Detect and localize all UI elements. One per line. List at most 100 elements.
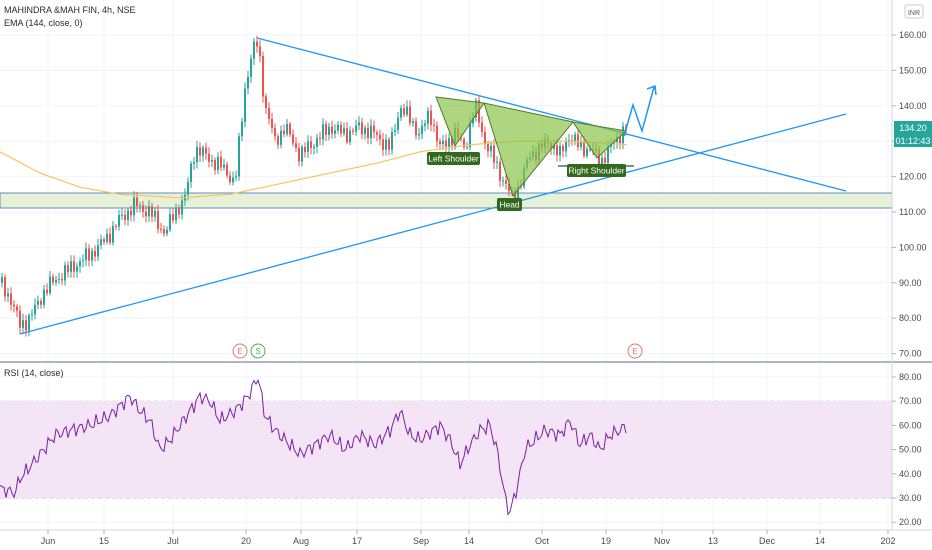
candle-body [295,143,297,148]
candle-body [160,228,162,230]
candle-body [589,148,591,150]
time-tick-label: Dec [759,536,776,546]
head-label: Head [499,200,520,210]
candle-body [28,315,30,331]
candle-body [34,304,36,315]
right-shoulder-triangle [571,121,628,159]
candle-body [292,134,294,144]
candle-body [418,133,420,136]
candle-body [214,159,216,170]
candle-body [394,130,396,132]
countdown-label: 01:12:43 [895,136,930,146]
candle-body [211,159,213,162]
candle-body [181,200,183,215]
candle-body [481,122,483,133]
last-price-tag [894,121,932,134]
candle-body [76,266,78,272]
candle-body [4,277,6,297]
currency-badge[interactable] [904,4,924,19]
candle-body [439,141,441,145]
candle-body [235,176,237,178]
candle-body [559,145,561,156]
candle-body [574,134,576,141]
rsi-tick-label: 30.00 [899,493,922,503]
candle-body [247,76,249,89]
rsi-legend: RSI (14, close) [4,368,64,378]
candle-body [256,41,258,47]
candle-body [352,130,354,132]
candle-body [208,153,210,162]
ema-legend: EMA (144, close, 0) [4,18,83,28]
candle-body [280,130,282,145]
candle-body [265,96,267,108]
right-shoulder-label-bg [567,164,626,177]
candle-body [175,207,177,221]
candle-body [205,147,207,154]
currency-label: INR [908,10,920,17]
candle-body [553,145,555,149]
candle-body [274,128,276,137]
price-tick-label: 80.00 [899,313,922,323]
earnings-marker-circle [232,343,248,359]
price-tick-label: 120.00 [899,172,927,182]
candle-body [121,214,123,216]
rsi-line [0,379,627,516]
candle-body [151,206,153,217]
candle-body [178,207,180,215]
candle-body [16,306,18,311]
candle-body [64,265,66,281]
candle-body [349,130,351,143]
time-axis: Jun 15 Jul 20 Aug 17 Sep 14 Oct 19 Nov 13 Dec 14 202 [41,530,896,546]
candle-body [283,130,285,135]
head-triangle [483,102,574,198]
candle-body [298,147,300,162]
candle-body [115,225,117,227]
candle-body [172,214,174,221]
candle-body [250,58,252,77]
candle-body [505,180,507,184]
rsi-tick-label: 80.00 [899,372,922,382]
candle-body [79,261,81,267]
right-shoulder-label: Right Shoulder [568,166,624,176]
candle-body [187,181,189,195]
candle-body [562,145,564,152]
candle-body [319,138,321,140]
candle-body [355,125,357,132]
candle-body [433,124,435,126]
time-tick-label: 13 [708,536,718,546]
candle-body [385,139,387,150]
candle-body [607,146,609,163]
rsi-tick-label: 50.00 [899,445,922,455]
candle-body [163,229,165,234]
candle-body [406,106,408,115]
time-tick-label: Oct [535,536,550,546]
rsi-tick-label: 60.00 [899,420,922,430]
candle-body [148,206,150,217]
candle-body [370,125,372,139]
left-shoulder-label: Left Shoulder [428,154,479,164]
split-marker: S [255,347,260,356]
time-tick-label: 19 [601,536,611,546]
price-tick-label: 160.00 [899,30,927,40]
candle-body [94,250,96,257]
candle-body [307,141,309,153]
candle-body [448,138,450,147]
candle-body [226,164,228,176]
candle-body [1,277,3,283]
candle-body [586,149,588,156]
candle-body [40,300,42,305]
earnings-marker: E [237,347,242,356]
left-shoulder-label-bg [427,152,480,165]
candle-body [469,123,471,148]
candle-body [253,41,255,59]
candle-body [379,134,381,140]
candle-body [466,147,468,149]
candle-body [145,211,147,217]
candle-body [508,183,510,191]
candle-body [130,210,132,216]
candle-body [142,205,144,212]
candle-body [502,180,504,182]
time-tick-label: 20 [241,536,251,546]
candle-body [289,124,291,135]
